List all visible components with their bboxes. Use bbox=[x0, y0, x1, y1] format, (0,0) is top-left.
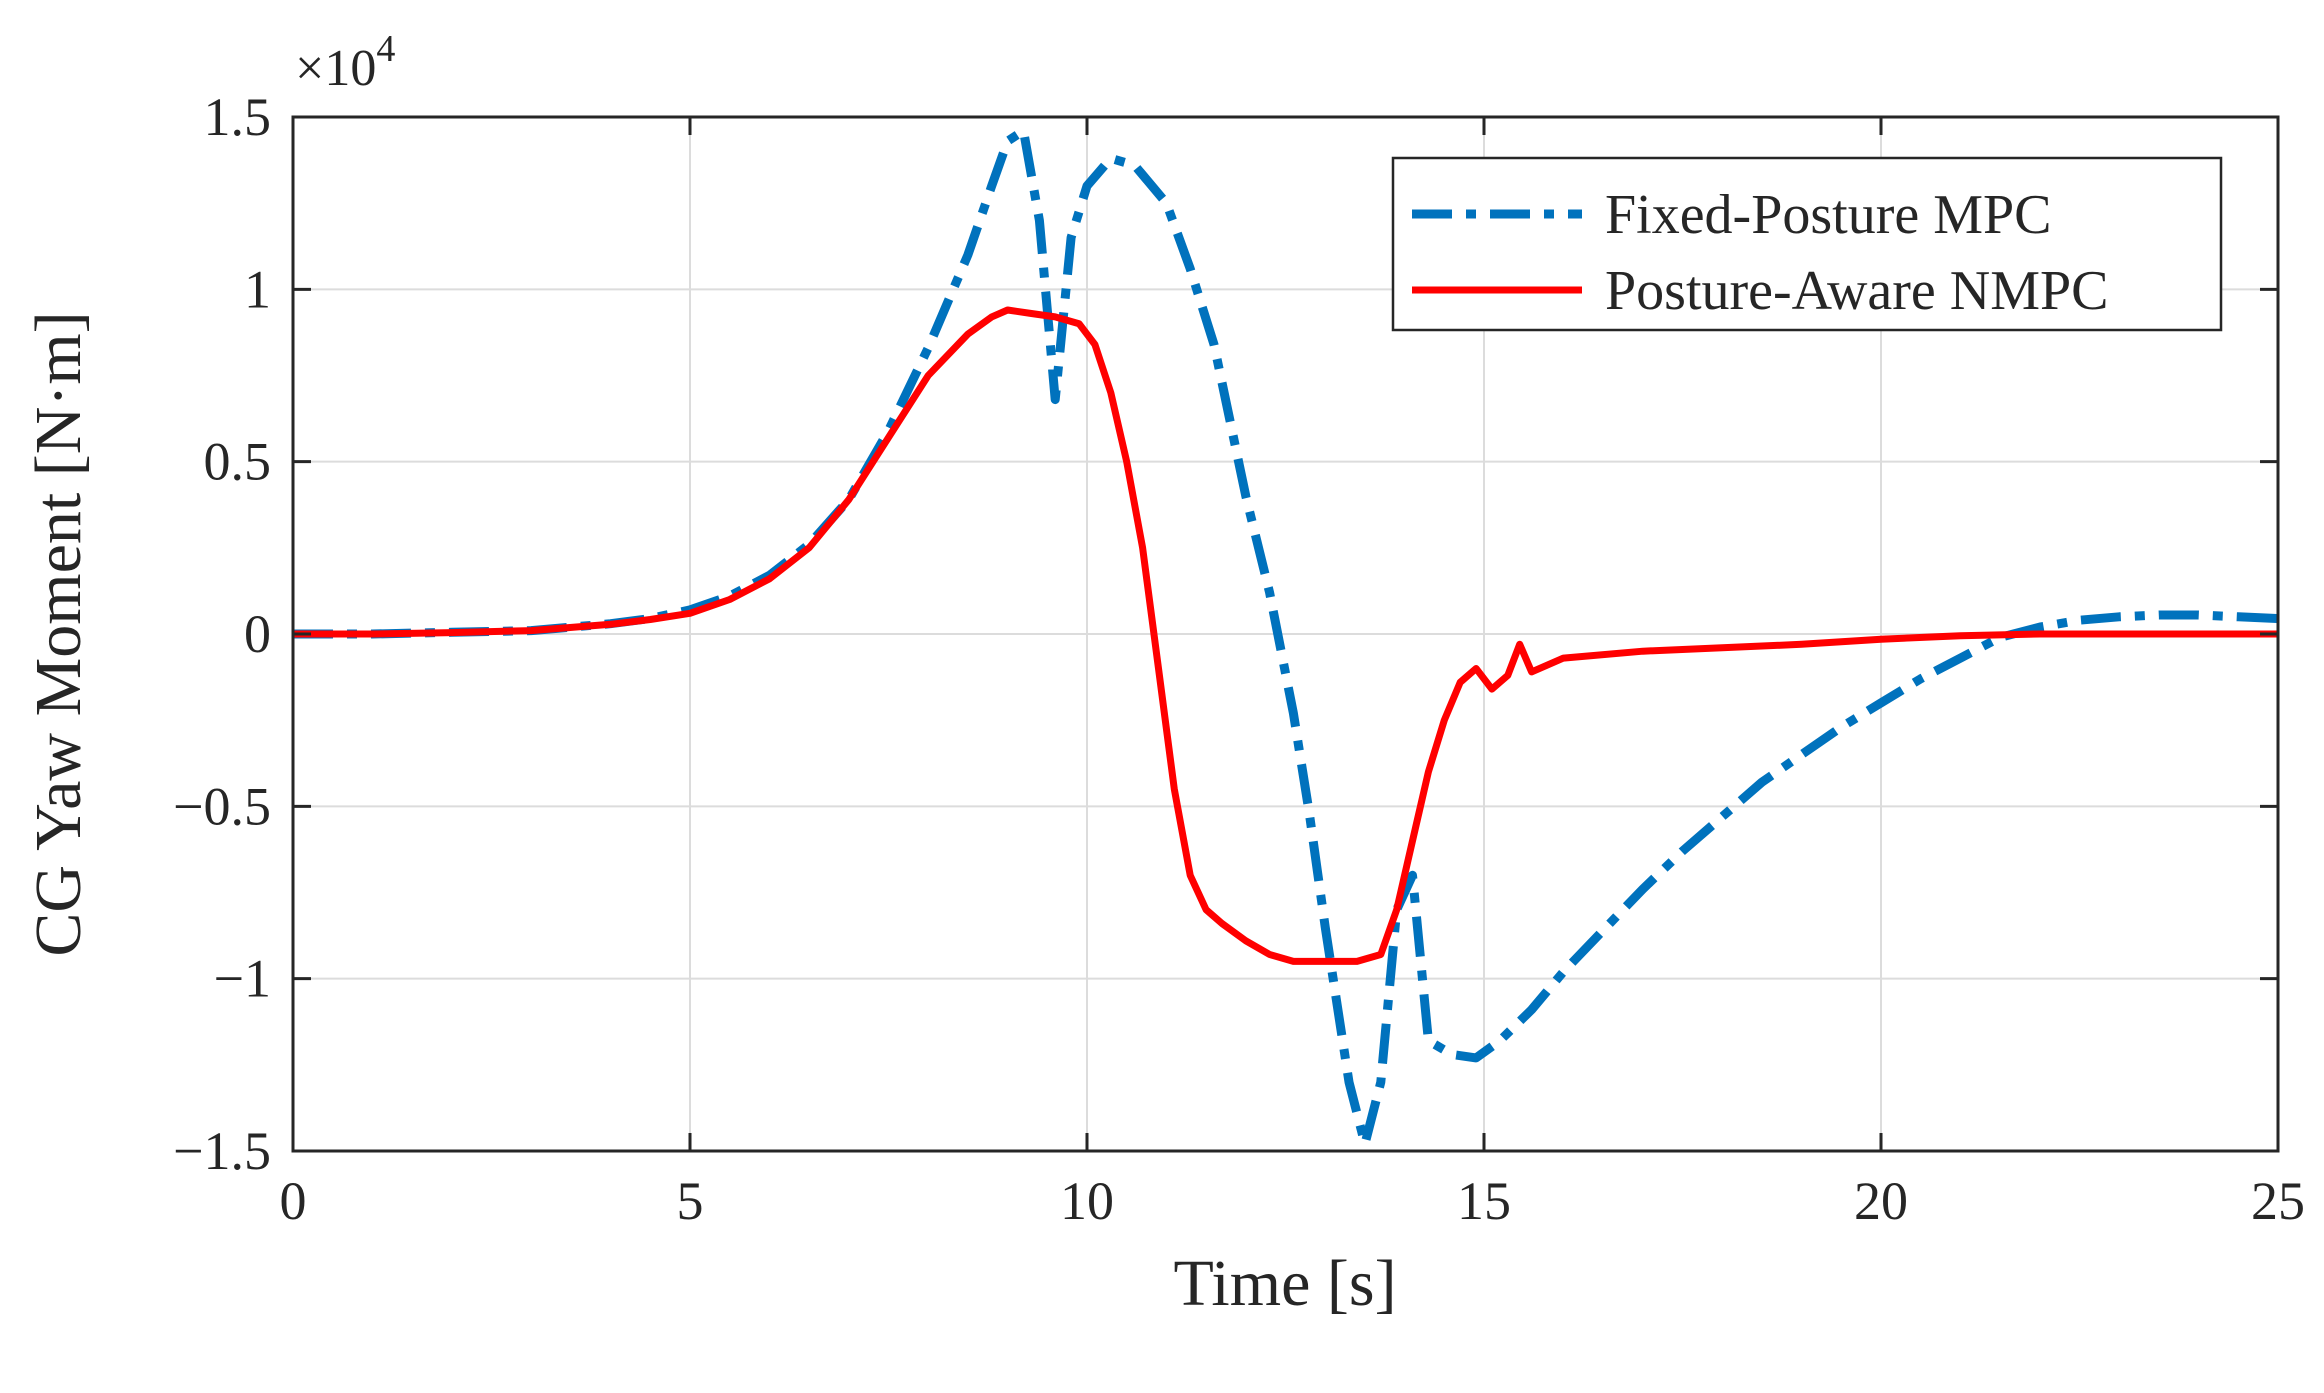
y-tick-label: 1 bbox=[244, 259, 271, 319]
x-tick-label: 15 bbox=[1457, 1171, 1511, 1231]
x-tick-label: 0 bbox=[280, 1171, 307, 1231]
y-axis-label: CG Yaw Moment [N·m] bbox=[22, 311, 95, 956]
y-tick-label: 0 bbox=[244, 604, 271, 664]
x-tick-label: 10 bbox=[1060, 1171, 1114, 1231]
x-tick-label: 25 bbox=[2251, 1171, 2305, 1231]
x-tick-label: 20 bbox=[1854, 1171, 1908, 1231]
y-tick-label: 1.5 bbox=[204, 87, 272, 147]
x-axis-label: Time [s] bbox=[1173, 1247, 1396, 1320]
series-line-posture-aware-nmpc bbox=[293, 306, 2278, 965]
y-tick-label: −0.5 bbox=[173, 776, 271, 836]
y-tick-label: −1 bbox=[214, 949, 271, 1009]
x-tick-label: 5 bbox=[677, 1171, 704, 1231]
legend-box bbox=[1391, 156, 2223, 332]
legend-label-fixed-posture-mpc: Fixed-Posture MPC bbox=[1605, 184, 2052, 246]
y-tick-label: 0.5 bbox=[204, 432, 272, 492]
series-layer bbox=[293, 126, 2279, 1149]
legend: Fixed-Posture MPC Posture-Aware NMPC bbox=[1391, 156, 2223, 332]
y-tick-label: −1.5 bbox=[173, 1121, 271, 1181]
y-exponent-label: ×104 bbox=[295, 28, 395, 97]
tick-marks bbox=[291, 115, 2280, 1153]
tick-labels: 0 5 10 15 20 25 −1.5 −1 −0.5 0 0.5 1 1.5 bbox=[173, 87, 2305, 1231]
legend-label-posture-aware-nmpc: Posture-Aware NMPC bbox=[1605, 260, 2108, 322]
